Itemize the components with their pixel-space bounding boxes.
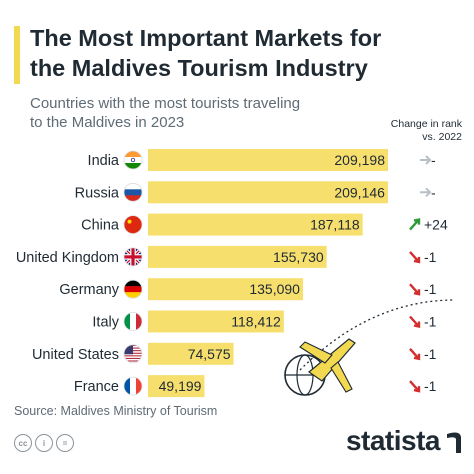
rank-change-header: Change in rank vs. 2022 [352,118,462,144]
france-flag-icon [123,376,143,396]
category-label: India [88,153,120,169]
attribution-icon: i [35,434,53,452]
rank-change-label: - [431,152,436,168]
rank-change-label: -1 [424,378,437,394]
value-label: 135,090 [249,281,300,297]
value-label: 74,575 [188,346,231,362]
category-label: Germany [59,282,119,298]
arrow-down-right-icon [409,283,421,296]
germany-flag-icon [123,279,143,299]
statista-logo-icon [447,432,461,453]
uk-flag-icon [123,247,143,267]
bar [148,213,363,236]
category-label: Russia [75,185,120,201]
equals-icon: = [56,434,74,452]
bar [148,149,388,171]
rank-change-header-line-1: Change in rank [390,118,462,130]
bar [148,342,234,365]
bar [148,375,205,398]
chart-title: The Most Important Markets for the Maldi… [30,23,460,83]
value-label: 49,199 [159,378,202,394]
russia-flag-icon [123,182,143,202]
creative-commons-icon: cc [14,434,32,452]
arrow-right-icon [420,155,432,165]
category-label: United States [32,347,119,363]
source-note: Source: Maldives Ministry of Tourism [14,404,218,418]
license-icons: cc i = [14,434,74,452]
globe-airplane-illustration [284,299,456,396]
arrow-down-right-icon [409,380,421,393]
chart-title-line-2: the Maldives Tourism Industry [30,55,368,81]
arrow-down-right-icon [409,251,421,264]
arrow-right-icon [420,187,432,198]
rank-change-label: -1 [424,346,437,362]
bar [148,245,327,268]
category-label: Italy [92,315,119,331]
bar [148,310,284,333]
chart-subtitle: Countries with the most tourists traveli… [30,94,340,132]
statista-logo-text: statista [345,425,441,456]
value-label: 187,118 [310,217,360,233]
arrow-down-right-icon [409,315,421,328]
rank-change-header-line-2: vs. 2022 [422,131,462,143]
chart-title-line-1: The Most Important Markets for [30,25,382,51]
arrow-down-right-icon [409,348,421,361]
chart-subtitle-line-1: Countries with the most tourists traveli… [30,95,301,112]
category-label: France [74,379,119,395]
category-label: United Kingdom [16,250,119,266]
rank-change-label: -1 [424,281,437,297]
italy-flag-icon [123,312,143,331]
title-accent-bar [14,26,20,84]
value-label: 209,146 [334,184,385,200]
bar [148,278,303,301]
value-label: 209,198 [334,152,385,168]
rank-change-label: -1 [424,249,437,265]
value-label: 118,412 [231,314,281,330]
arrow-up-right-icon [409,218,421,231]
value-label: 155,730 [273,249,324,265]
india-flag-icon [123,150,143,170]
bar [148,181,388,204]
rank-change-label: - [431,184,436,200]
category-label: China [81,218,120,234]
chart-subtitle-line-2: to the Maldives in 2023 [30,114,185,131]
china-flag-icon [123,215,143,235]
rank-change-label: -1 [424,314,437,330]
rank-change-label: +24 [424,217,448,233]
usa-flag-icon [123,344,143,364]
